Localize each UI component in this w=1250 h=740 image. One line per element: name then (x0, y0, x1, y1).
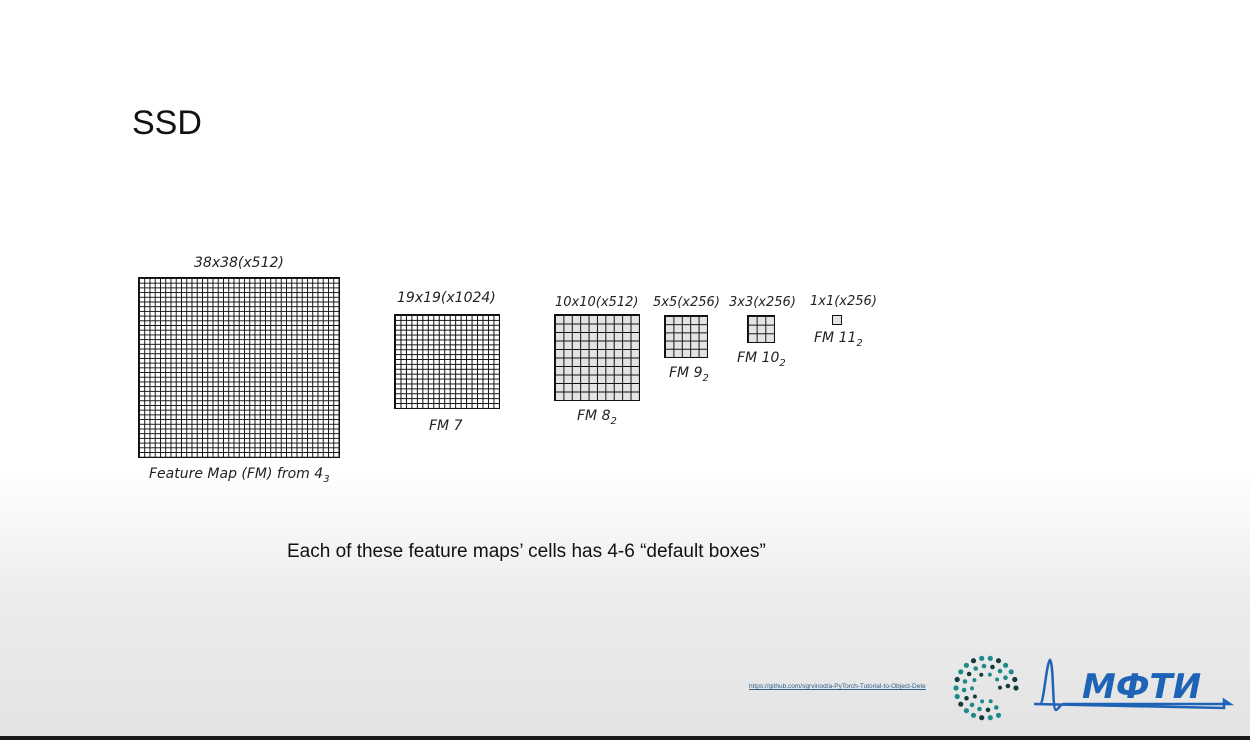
logo-dot (970, 712, 977, 718)
logo-dot (980, 699, 985, 704)
logo-dot (995, 712, 1002, 718)
logo-dot (990, 664, 995, 670)
fm-5-grid (664, 315, 708, 358)
logo-dot (972, 694, 977, 699)
logo-dot (964, 696, 969, 701)
logo-dot (970, 686, 974, 691)
fm-19-grid (394, 314, 500, 409)
logo-dot (954, 676, 960, 683)
logo-dot (1012, 676, 1018, 683)
slide-title: SSD (132, 104, 202, 142)
logo-pulse-line (1033, 658, 1235, 712)
fm-10-grid (554, 314, 640, 401)
fm-1-grid (832, 315, 842, 325)
logo-dot (979, 672, 984, 677)
logo-dot (979, 655, 985, 661)
logo-dot (995, 658, 1002, 664)
bottom-edge-bar (0, 736, 1250, 740)
logo-dot (1005, 683, 1011, 689)
logo-dot (963, 662, 969, 668)
logo-dots-icon (953, 655, 1019, 721)
fm-19-size-label: 19x19(x1024) (397, 290, 496, 306)
logo-dot (958, 701, 964, 707)
logo-dot (987, 672, 992, 677)
logo-dot (973, 666, 978, 671)
fm-11-caption: FM 112 (814, 330, 863, 349)
logo-dot (958, 669, 964, 675)
fm-3-size-label: 3x3(x256) (729, 295, 796, 310)
fm-5-size-label: 5x5(x256) (653, 295, 720, 310)
logo-dot (998, 685, 1002, 690)
logo-dot (988, 699, 993, 704)
logo-dot (979, 715, 985, 721)
logo-dot (972, 678, 977, 683)
fm-9-caption: FM 92 (669, 365, 709, 384)
logo-dot (962, 679, 968, 684)
fm-3-grid (747, 315, 775, 343)
logo-dot (981, 663, 987, 669)
logo-dot (1003, 675, 1008, 680)
logo-dot (1003, 662, 1009, 668)
logo-dot (977, 706, 982, 712)
logo-text: МФТИ (1082, 667, 1201, 707)
fm-38-caption: Feature Map (FM) from 43 (149, 466, 330, 485)
logo-dot (985, 707, 991, 713)
logo-dot (1013, 685, 1019, 691)
fm-8-caption: FM 82 (577, 408, 617, 427)
logo-dot (994, 705, 999, 710)
logo-dot (966, 671, 972, 677)
fm-7-caption: FM 7 (429, 418, 463, 434)
logo-dot (997, 668, 1003, 674)
logo-dot (970, 658, 977, 664)
source-link[interactable]: https://github.com/sgrvinod/a-PyTorch-Tu… (749, 683, 926, 690)
logo-dot (969, 702, 975, 708)
logo-dot (953, 685, 959, 691)
mipt-logo: МФТИ (953, 655, 1235, 721)
logo-dot (995, 677, 1000, 682)
fm-10-caption: FM 102 (737, 350, 786, 369)
fm-1-size-label: 1x1(x256) (810, 294, 877, 309)
default-boxes-note: Each of these feature maps’ cells has 4-… (287, 541, 766, 562)
fm-10-size-label: 10x10(x512) (555, 295, 639, 310)
logo-dot (987, 655, 993, 661)
fm-38-grid (138, 277, 340, 458)
logo-dot (1008, 669, 1014, 675)
logo-dot (954, 693, 960, 700)
fm-38-size-label: 38x38(x512) (194, 255, 284, 271)
logo-dot (963, 708, 969, 714)
logo-dot (987, 715, 993, 721)
logo-dot (961, 687, 967, 693)
